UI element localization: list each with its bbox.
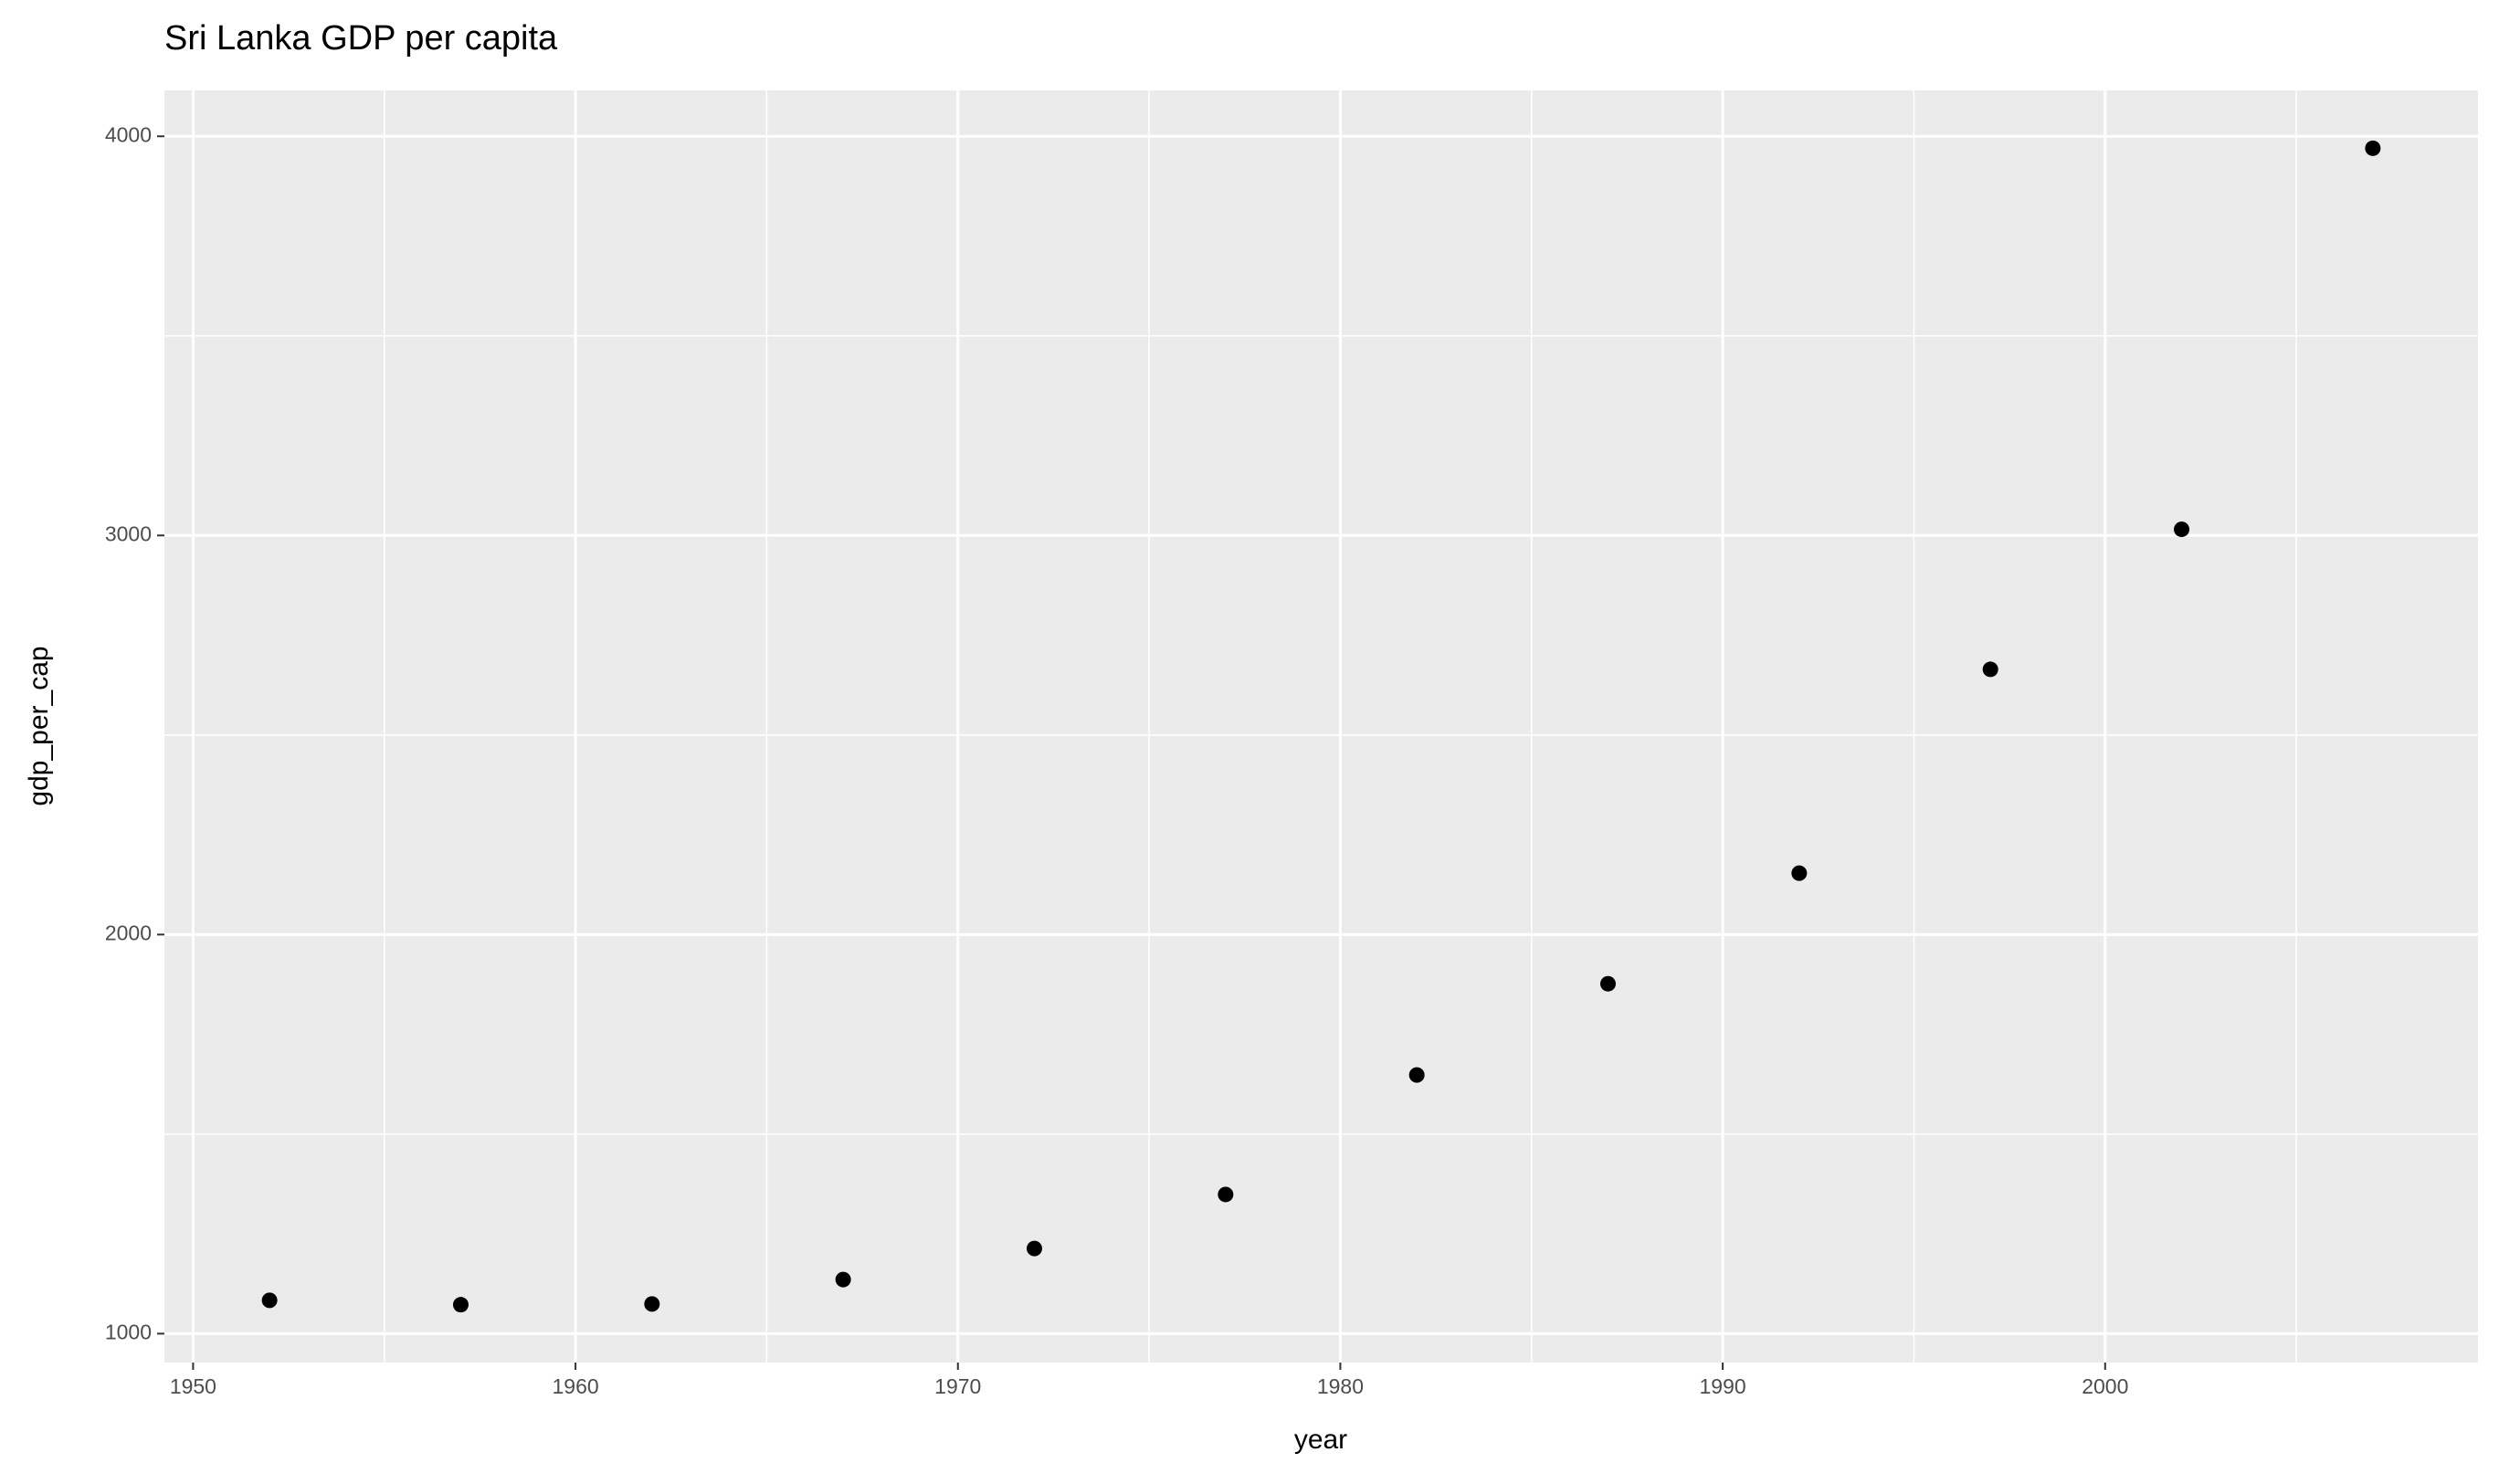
point bbox=[1026, 1240, 1042, 1257]
y-axis-title: gdp_per_cap bbox=[24, 646, 54, 805]
x-tick-label: 2000 bbox=[2082, 1374, 2128, 1398]
point bbox=[1791, 865, 1808, 881]
point bbox=[261, 1292, 278, 1309]
y-tick-label: 3000 bbox=[105, 521, 152, 545]
point bbox=[644, 1296, 660, 1312]
point bbox=[1408, 1067, 1425, 1083]
x-axis-title: year bbox=[1294, 1425, 1347, 1455]
x-tick-label: 1980 bbox=[1317, 1374, 1364, 1398]
x-tick-label: 1960 bbox=[552, 1374, 598, 1398]
y-tick-label: 4000 bbox=[105, 122, 152, 146]
point bbox=[452, 1297, 469, 1313]
point bbox=[1600, 975, 1617, 992]
point bbox=[1218, 1186, 1234, 1203]
chart-title: Sri Lanka GDP per capita bbox=[164, 19, 558, 58]
point bbox=[1982, 661, 1998, 678]
panel bbox=[164, 90, 2478, 1363]
y-tick-label: 2000 bbox=[105, 921, 152, 944]
point bbox=[2174, 521, 2190, 538]
point bbox=[835, 1271, 851, 1288]
point bbox=[2365, 140, 2381, 156]
x-tick-label: 1950 bbox=[170, 1374, 216, 1398]
y-tick-label: 1000 bbox=[105, 1320, 152, 1343]
x-tick-label: 1990 bbox=[1700, 1374, 1746, 1398]
x-tick-label: 1970 bbox=[934, 1374, 981, 1398]
